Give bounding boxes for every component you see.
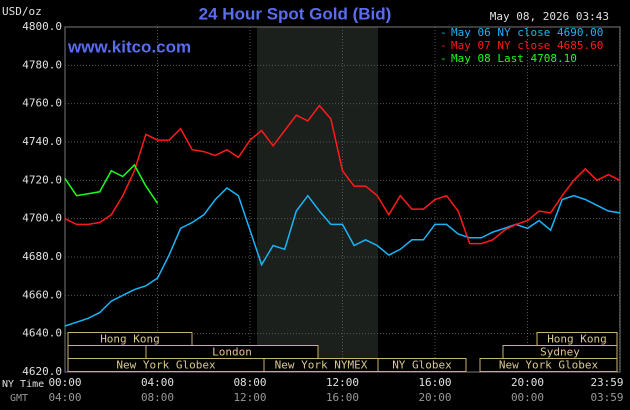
session-label: Sydney: [540, 346, 580, 359]
session-box: [67, 332, 193, 346]
x2-tick-label: 00:00: [511, 391, 544, 404]
y-tick-label: 4660.0: [22, 288, 62, 301]
y-tick-label: 4800.0: [22, 20, 62, 33]
y-label: USD/oz: [2, 5, 42, 18]
y-tick-label: 4620.0: [22, 365, 62, 378]
session-label: Hong Kong: [547, 333, 607, 346]
x2-tick-label: 04:00: [48, 391, 81, 404]
x-tick-label: 23:59: [590, 376, 623, 389]
legend-label: May 06 NY close 4690.00: [451, 26, 603, 39]
x-row-label: NY Time: [2, 379, 44, 390]
session-label: Hong Kong: [100, 333, 160, 346]
session-label: New York NYMEX: [275, 359, 368, 372]
x2-tick-label: 16:00: [326, 391, 359, 404]
session-box: [377, 358, 467, 372]
y-tick-label: 4700.0: [22, 212, 62, 225]
watermark: www.kitco.com: [67, 37, 191, 56]
legend-label: May 08 Last 4708.10: [451, 52, 577, 65]
legend-dash: -: [440, 52, 447, 65]
y-tick-label: 4640.0: [22, 327, 62, 340]
session-shade: [257, 27, 378, 372]
series-line: [64, 104, 621, 245]
x-tick-label: 04:00: [141, 376, 174, 389]
x2-tick-label: 03:59: [590, 391, 623, 404]
x-tick-label: 12:00: [326, 376, 359, 389]
session-label: New York Globex: [116, 359, 216, 372]
x2-tick-label: 08:00: [141, 391, 174, 404]
y-tick-label: 4740.0: [22, 135, 62, 148]
session-label: NY Globex: [392, 359, 452, 372]
y-tick-label: 4780.0: [22, 58, 62, 71]
x-tick-label: 16:00: [418, 376, 451, 389]
y-tick-label: 4760.0: [22, 97, 62, 110]
session-box: [67, 345, 147, 359]
x2-tick-label: 12:00: [233, 391, 266, 404]
chart-title: 24 Hour Spot Gold (Bid): [199, 4, 392, 23]
x2-tick-label: 20:00: [418, 391, 451, 404]
x-tick-label: 00:00: [48, 376, 81, 389]
legend-dash: -: [440, 26, 447, 39]
session-box: [479, 358, 618, 372]
series-line: [64, 163, 159, 204]
series-line: [64, 187, 621, 327]
legend-dash: -: [440, 39, 447, 52]
legend-label: May 07 NY close 4685.60: [451, 39, 603, 52]
y-tick-label: 4720.0: [22, 173, 62, 186]
session-label: New York Globex: [499, 359, 599, 372]
x-tick-label: 08:00: [233, 376, 266, 389]
x2-row-label: GMT: [10, 393, 28, 404]
session-label: London: [212, 346, 252, 359]
x-tick-label: 20:00: [511, 376, 544, 389]
y-tick-label: 4680.0: [22, 250, 62, 263]
timestamp: May 08, 2026 03:43: [490, 10, 609, 23]
